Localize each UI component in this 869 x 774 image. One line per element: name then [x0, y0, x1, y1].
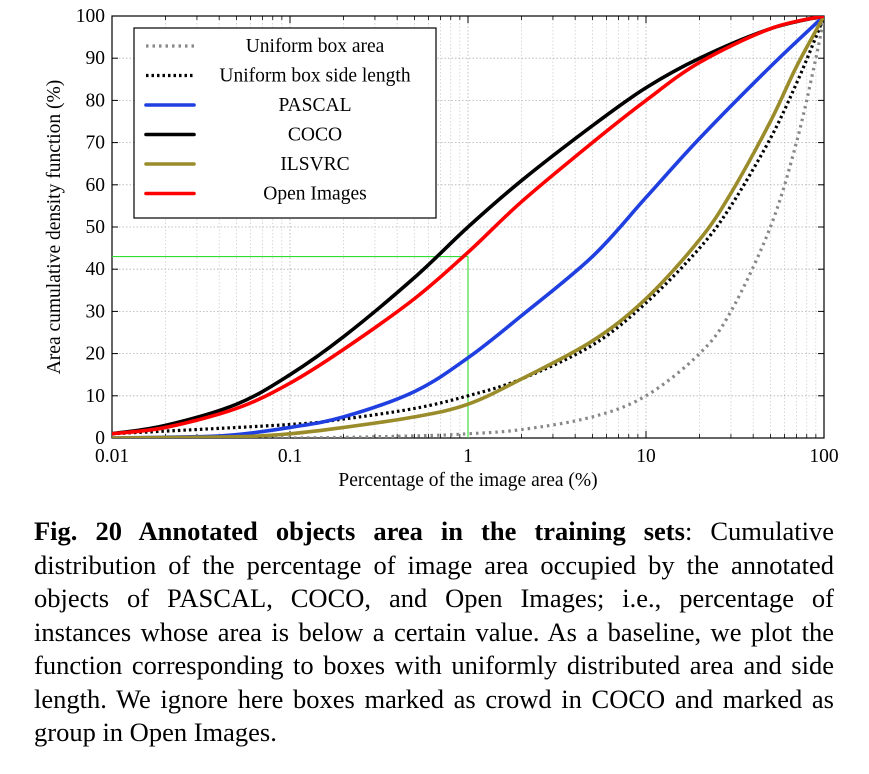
x-tick-label: 0.01: [95, 446, 129, 467]
y-tick-label: 80: [86, 90, 106, 111]
legend-label: COCO: [288, 125, 342, 146]
figure-caption: Fig. 20 Annotated objects area in the tr…: [34, 515, 834, 750]
caption-text: : Cumulative distribution of the percent…: [34, 516, 834, 747]
legend-label: ILSVRC: [280, 154, 349, 175]
legend-box: [133, 27, 437, 219]
legend-label: Open Images: [263, 184, 366, 205]
annotation-guides: [112, 255, 469, 438]
x-tick-labels: 0.01 0.1 1 10 100: [95, 446, 839, 467]
y-axis-title: Area cumulative density function (%): [44, 80, 65, 375]
series-line-open-images: [112, 16, 824, 436]
legend-label: PASCAL: [279, 95, 352, 116]
legend-label: Uniform box area: [246, 36, 385, 57]
x-tick-label: 100: [809, 446, 838, 467]
caption-label: Fig. 20 Annotated objects area in the tr…: [34, 516, 685, 546]
y-tick-label: 50: [86, 217, 106, 238]
series-line-uniform-box-area: [112, 16, 824, 438]
y-tick-label: 10: [86, 386, 106, 407]
y-tick-label: 0: [95, 428, 105, 449]
y-tick-labels: 0 10 20 30 40 50 60 70 80 90 100: [76, 6, 105, 449]
x-axis-title: Percentage of the image area (%): [338, 470, 597, 491]
y-tick-label: 100: [76, 6, 105, 27]
x-tick-label: 10: [636, 446, 656, 467]
y-tick-label: 60: [86, 175, 106, 196]
y-tick-label: 20: [86, 344, 106, 365]
y-tick-label: 40: [86, 259, 106, 280]
legend-label: Uniform box side length: [219, 66, 410, 87]
x-tick-label: 1: [463, 446, 473, 467]
y-tick-label: 30: [86, 301, 106, 322]
series-line-coco: [112, 16, 824, 436]
y-tick-label: 90: [86, 48, 106, 69]
area-cdf-chart: 0.01 0.1 1 10 100 0 10 20 30 40 50 60 70 80 90 100 Per…: [44, 6, 839, 491]
x-tick-label: 0.1: [278, 446, 302, 467]
chart-figure: 0.01 0.1 1 10 100 0 10 20 30 40 50 60 70 80 90 100 Per…: [44, 6, 839, 491]
series-line-ilsvrc: [112, 16, 824, 438]
legend: Uniform box area Uniform box side length P…: [133, 27, 437, 219]
y-tick-label: 70: [86, 133, 106, 154]
series-lines: [112, 16, 824, 438]
series-line-pascal: [112, 16, 824, 438]
